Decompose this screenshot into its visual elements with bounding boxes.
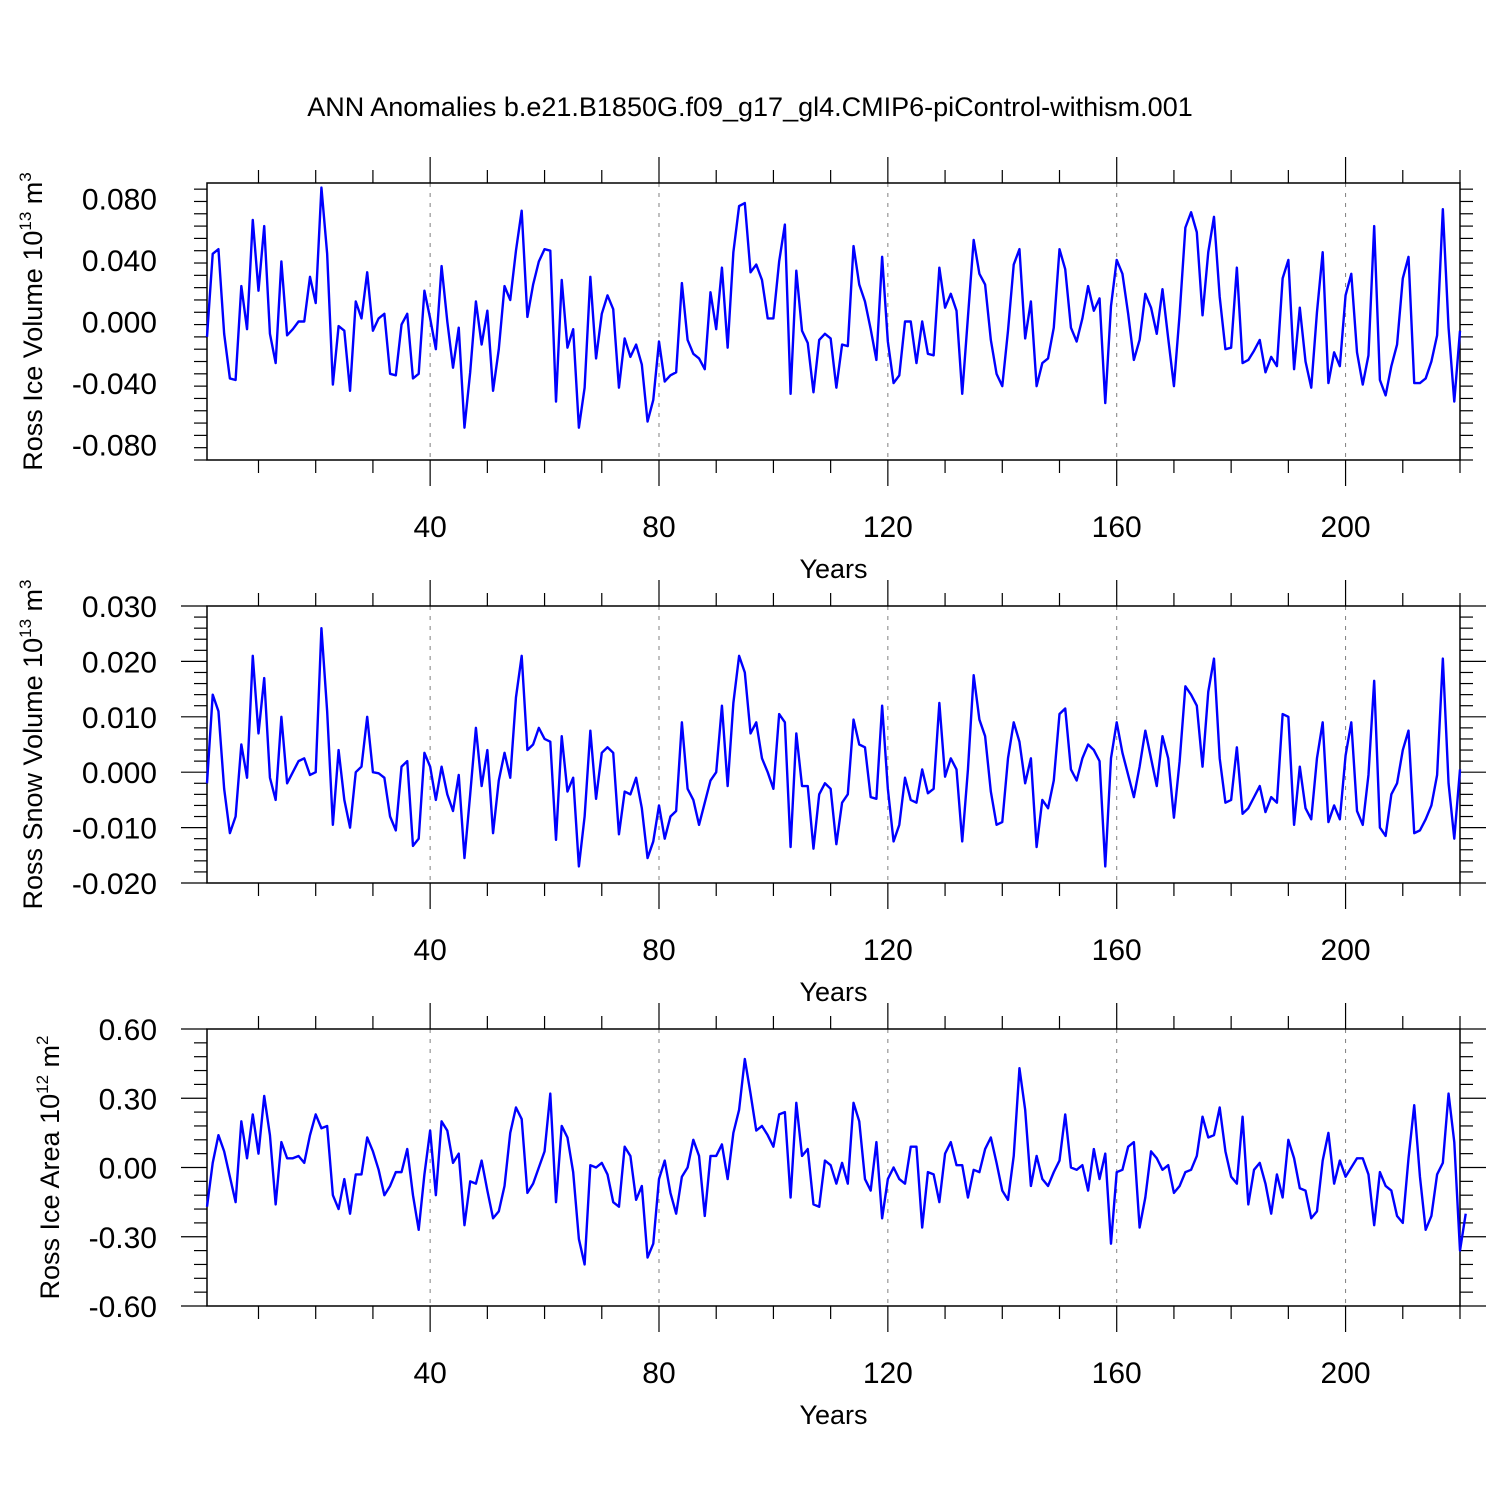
y-tick-label: -0.040 xyxy=(72,368,157,401)
x-tick-label: 120 xyxy=(863,1357,913,1390)
chart-title: ANN Anomalies b.e21.B1850G.f09_g17_gl4.C… xyxy=(307,92,1193,122)
x-tick-label: 80 xyxy=(642,511,675,544)
panel-ross-snow-volume: 40 80 120 160 200 Years -0.020 -0.010 0.000 0.010… xyxy=(16,579,1486,1007)
y-tick-label: 0.60 xyxy=(99,1014,157,1047)
y-tick-label: 0.000 xyxy=(82,757,157,790)
series-line xyxy=(205,1057,1467,1266)
y-tick-label: -0.30 xyxy=(89,1222,157,1255)
x-tick-label: 200 xyxy=(1321,511,1371,544)
y-tick-label: 0.080 xyxy=(82,183,157,216)
x-tick-label: 40 xyxy=(413,934,446,967)
y-tick-label: 0.030 xyxy=(82,591,157,624)
y-tick-label: 0.000 xyxy=(82,307,157,340)
x-tick-label: 80 xyxy=(642,1357,675,1390)
plot-frame xyxy=(206,1028,1461,1307)
x-tick-label: 120 xyxy=(863,934,913,967)
y-tick-label: 0.30 xyxy=(99,1083,157,1116)
x-tick-label: 200 xyxy=(1321,934,1371,967)
y-tick-label: 0.020 xyxy=(82,646,157,679)
y-axis-label: Ross Ice Volume 1013 m3 xyxy=(16,172,48,471)
plot-frame xyxy=(206,182,1461,461)
x-tick-label: 80 xyxy=(642,934,675,967)
x-axis-label: Years xyxy=(799,554,867,584)
series-line xyxy=(205,626,1462,868)
x-tick-label: 160 xyxy=(1092,1357,1142,1390)
y-tick-label: -0.60 xyxy=(89,1291,157,1324)
x-tick-label: 200 xyxy=(1321,1357,1371,1390)
x-axis-label: Years xyxy=(799,977,867,1007)
series-line xyxy=(205,186,1462,429)
panel-ross-ice-area: 40 80 120 160 200 Years -0.60 -0.30 0.00 0.30 0.60… xyxy=(33,1003,1486,1430)
y-tick-label: -0.010 xyxy=(72,813,157,846)
x-tick-label: 40 xyxy=(413,1357,446,1390)
x-tick-label: 40 xyxy=(413,511,446,544)
x-axis-label: Years xyxy=(799,1400,867,1430)
y-tick-label: 0.040 xyxy=(82,245,157,278)
x-tick-label: 160 xyxy=(1092,511,1142,544)
y-tick-label: -0.080 xyxy=(72,430,157,463)
y-tick-label: 0.00 xyxy=(99,1153,157,1186)
y-axis-label: Ross Snow Volume 1013 m3 xyxy=(16,579,48,909)
y-axis-label: Ross Ice Area 1012 m2 xyxy=(33,1035,65,1299)
y-tick-label: 0.010 xyxy=(82,702,157,735)
x-tick-label: 120 xyxy=(863,511,913,544)
x-tick-label: 160 xyxy=(1092,934,1142,967)
y-tick-label: -0.020 xyxy=(72,868,157,901)
plot-frame xyxy=(206,605,1461,884)
panel-ross-ice-volume: 40 80 120 160 200 Years -0.080 -0.040 0.000 0.040… xyxy=(16,157,1473,584)
